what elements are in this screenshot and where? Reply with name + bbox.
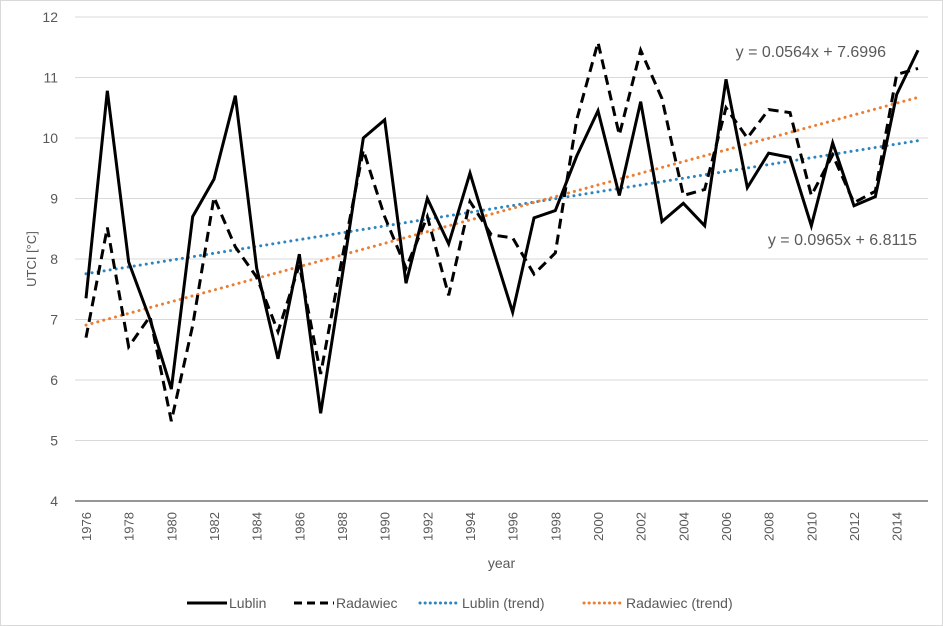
trendline-radawiec: [84, 95, 920, 327]
x-tick-label: 2006: [719, 512, 734, 541]
trendline-lublin: [84, 139, 920, 276]
x-tick-label: 2008: [762, 512, 777, 541]
y-tick-label: 8: [50, 251, 58, 267]
x-tick-label: 2002: [634, 512, 649, 541]
x-tick-label: 1998: [548, 512, 563, 541]
x-tick-label: 2000: [591, 512, 606, 541]
x-axis-title: year: [488, 555, 516, 571]
x-tick-label: 1996: [506, 512, 521, 541]
x-tick-label: 1992: [420, 512, 435, 541]
y-tick-label: 5: [50, 433, 58, 449]
y-tick-label: 10: [42, 130, 58, 146]
y-tick-label: 9: [50, 191, 58, 207]
x-tick-label: 1990: [378, 512, 393, 541]
y-tick-label: 12: [42, 9, 58, 25]
trendline-equation-lublin: y = 0.0564x + 7.6996: [736, 44, 886, 61]
x-tick-label: 2010: [804, 512, 819, 541]
x-tick-label: 1994: [463, 512, 478, 541]
x-tick-label: 1988: [335, 512, 350, 541]
y-tick-label: 4: [50, 493, 58, 509]
legend-label: Lublin (trend): [462, 595, 545, 611]
x-tick-label: 2004: [676, 512, 691, 541]
y-tick-label: 11: [43, 70, 58, 86]
x-tick-label: 1982: [207, 512, 222, 541]
x-tick-label: 1976: [79, 512, 94, 541]
legend-label: Radawiec (trend): [626, 595, 733, 611]
trendline-equation-radawiec: y = 0.0965x + 6.8115: [768, 232, 917, 249]
x-tick-label: 1986: [292, 512, 307, 541]
y-tick-label: 7: [50, 312, 58, 328]
legend-label: Lublin: [229, 595, 266, 611]
x-tick-label: 1980: [164, 512, 179, 541]
series-line-radawiec: [84, 42, 919, 422]
x-tick-label: 2014: [890, 512, 905, 541]
legend-label: Radawiec: [336, 595, 397, 611]
series-line-lublin: [84, 49, 920, 414]
y-tick-label: 6: [50, 372, 58, 388]
y-axis-title: UTCI [°C]: [24, 231, 39, 287]
x-tick-label: 1984: [250, 512, 265, 541]
x-tick-label: 2012: [847, 512, 862, 541]
x-tick-label: 1978: [122, 512, 137, 541]
